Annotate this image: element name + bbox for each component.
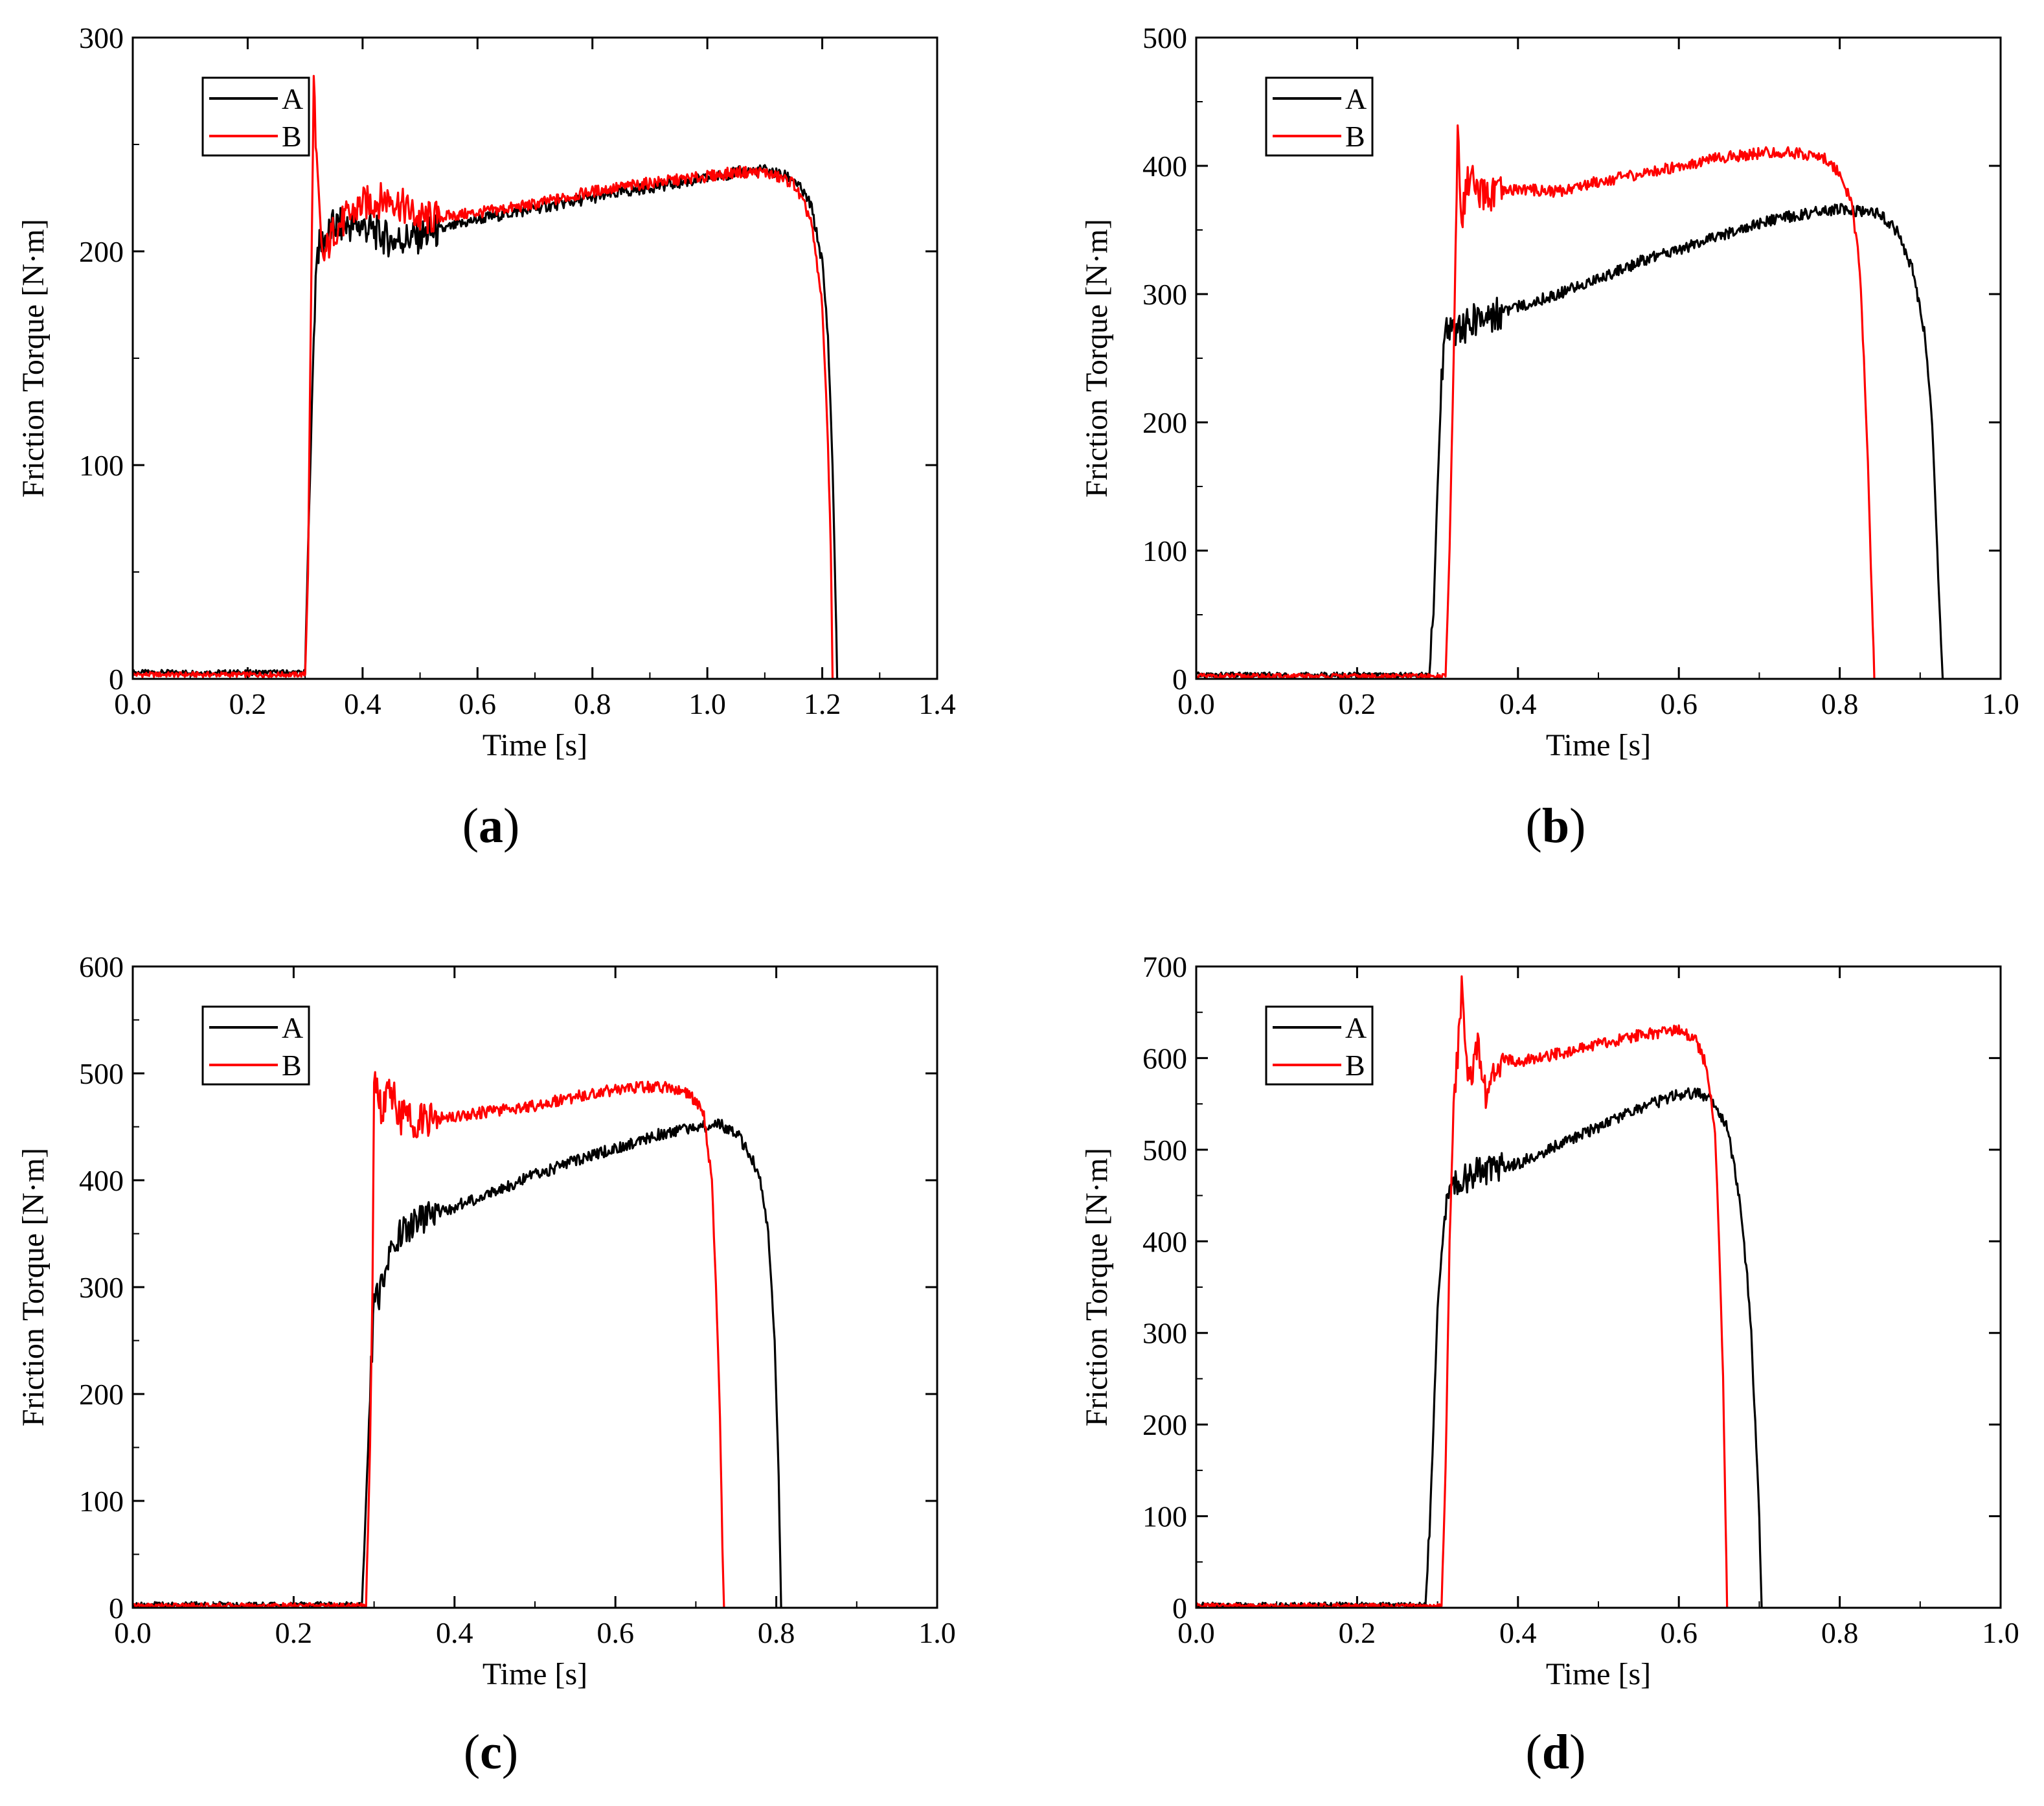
y-axis-title: Friction Torque [N·m] <box>1080 1148 1114 1426</box>
y-tick-label: 0 <box>109 663 124 696</box>
y-tick-label: 700 <box>1142 950 1187 983</box>
legend-label: A <box>1345 82 1367 115</box>
chart-panel-b: 0.0 0.2 0.4 0.6 0.8 1.0 0 100 200 300 400 500 AB Time… <box>1080 21 2019 853</box>
x-tick-label: 0.2 <box>229 687 267 720</box>
y-tick-label: 300 <box>1142 1317 1187 1350</box>
x-tick-label: 0.2 <box>1339 687 1376 720</box>
legend: AB <box>1265 76 1374 157</box>
chart-panel-a: 0.0 0.2 0.4 0.6 0.8 1.0 1.2 1.4 0 100 200 300 AB Time… <box>16 21 956 853</box>
x-axis-title: Time [s] <box>1546 728 1651 762</box>
x-tick-label: 1.0 <box>1982 1616 2019 1649</box>
x-tick-label: 0.0 <box>1177 1616 1215 1649</box>
series-line-A <box>1196 1087 1763 1608</box>
series-line-B <box>133 1071 725 1608</box>
y-tick-label: 0 <box>1172 1592 1187 1625</box>
legend: AB <box>201 76 310 157</box>
x-tick-label: 1.2 <box>804 687 841 720</box>
legend-label: B <box>282 120 302 153</box>
x-axis-title: Time [s] <box>1546 1657 1651 1691</box>
plot-frame <box>131 965 938 1609</box>
legend-label: A <box>282 1011 303 1044</box>
y-tick-label: 400 <box>1142 1225 1187 1258</box>
x-tick-label: 0.4 <box>1499 687 1537 720</box>
y-tick-label: 600 <box>79 950 124 983</box>
legend-label: B <box>1345 1049 1365 1082</box>
series-line-A <box>133 1118 782 1608</box>
legend-label: A <box>1345 1011 1367 1044</box>
legend: AB <box>1265 1005 1374 1086</box>
y-tick-label: 500 <box>1142 1134 1187 1167</box>
legend-box <box>201 1005 310 1086</box>
x-tick-label: 1.4 <box>918 687 956 720</box>
legend-box <box>1265 76 1374 157</box>
series-line-A <box>133 164 839 679</box>
y-tick-label: 400 <box>79 1164 124 1197</box>
y-tick-label: 200 <box>1142 406 1187 439</box>
x-tick-label: 0.2 <box>275 1616 313 1649</box>
x-tick-label: 0.4 <box>344 687 381 720</box>
x-tick-label: 0.6 <box>459 687 497 720</box>
y-tick-label: 100 <box>1142 534 1187 567</box>
y-tick-label: 0 <box>109 1592 124 1625</box>
legend-label: A <box>282 82 303 115</box>
y-axis-title: Friction Torque [N·m] <box>16 1148 51 1426</box>
y-tick-label: 500 <box>79 1057 124 1090</box>
x-tick-label: 0.4 <box>436 1616 473 1649</box>
y-tick-label: 200 <box>79 1378 124 1411</box>
series-line-A <box>1196 203 1944 679</box>
x-axis-title: Time [s] <box>483 1657 587 1691</box>
y-tick-label: 0 <box>1172 663 1187 696</box>
legend-label: B <box>282 1049 302 1082</box>
x-tick-label: 0.6 <box>1660 1616 1698 1649</box>
y-tick-label: 600 <box>1142 1042 1187 1075</box>
y-axis-title: Friction Torque [N·m] <box>16 219 51 497</box>
x-tick-label: 0.4 <box>1499 1616 1537 1649</box>
series-line-B <box>1196 124 1876 679</box>
y-tick-label: 400 <box>1142 150 1187 183</box>
x-tick-label: 0.0 <box>1177 687 1215 720</box>
y-tick-label: 100 <box>1142 1500 1187 1533</box>
panel-label: (b) <box>1526 799 1586 853</box>
plot-frame <box>1195 965 2002 1609</box>
x-tick-label: 0.8 <box>758 1616 795 1649</box>
legend-label: B <box>1345 120 1365 153</box>
plot-frame <box>131 36 938 680</box>
x-tick-label: 0.8 <box>574 687 611 720</box>
x-tick-label: 1.0 <box>918 1616 956 1649</box>
legend-box <box>1265 1005 1374 1086</box>
y-tick-label: 100 <box>79 449 124 482</box>
series-line-B <box>133 74 834 679</box>
chart-panel-c: 0.0 0.2 0.4 0.6 0.8 1.0 0 100 200 300 400 500 600 AB T… <box>16 950 956 1779</box>
x-tick-label: 1.0 <box>1982 687 2019 720</box>
y-tick-label: 300 <box>79 1271 124 1304</box>
panel-label: (d) <box>1526 1725 1586 1779</box>
x-tick-label: 0.2 <box>1339 1616 1376 1649</box>
x-tick-label: 1.0 <box>688 687 726 720</box>
panel-label: (c) <box>464 1725 518 1779</box>
x-tick-label: 0.8 <box>1821 1616 1859 1649</box>
legend: AB <box>201 1005 310 1086</box>
y-tick-label: 300 <box>1142 278 1187 311</box>
x-tick-label: 0.0 <box>114 1616 152 1649</box>
x-axis-title: Time [s] <box>483 728 587 762</box>
panel-label: (a) <box>462 799 520 853</box>
y-axis-title: Friction Torque [N·m] <box>1080 219 1114 497</box>
plot-frame <box>1195 36 2002 680</box>
y-tick-label: 100 <box>79 1485 124 1518</box>
y-tick-label: 500 <box>1142 21 1187 54</box>
x-tick-label: 0.6 <box>596 1616 634 1649</box>
chart-panel-d: 0.0 0.2 0.4 0.6 0.8 1.0 0 100 200 300 400 500 600 700… <box>1080 950 2019 1779</box>
legend-box <box>201 76 310 157</box>
x-tick-label: 0.6 <box>1660 687 1698 720</box>
x-tick-label: 0.8 <box>1821 687 1859 720</box>
x-tick-label: 0.0 <box>114 687 152 720</box>
y-tick-label: 200 <box>1142 1408 1187 1441</box>
y-tick-label: 200 <box>79 235 124 268</box>
y-tick-label: 300 <box>79 21 124 54</box>
